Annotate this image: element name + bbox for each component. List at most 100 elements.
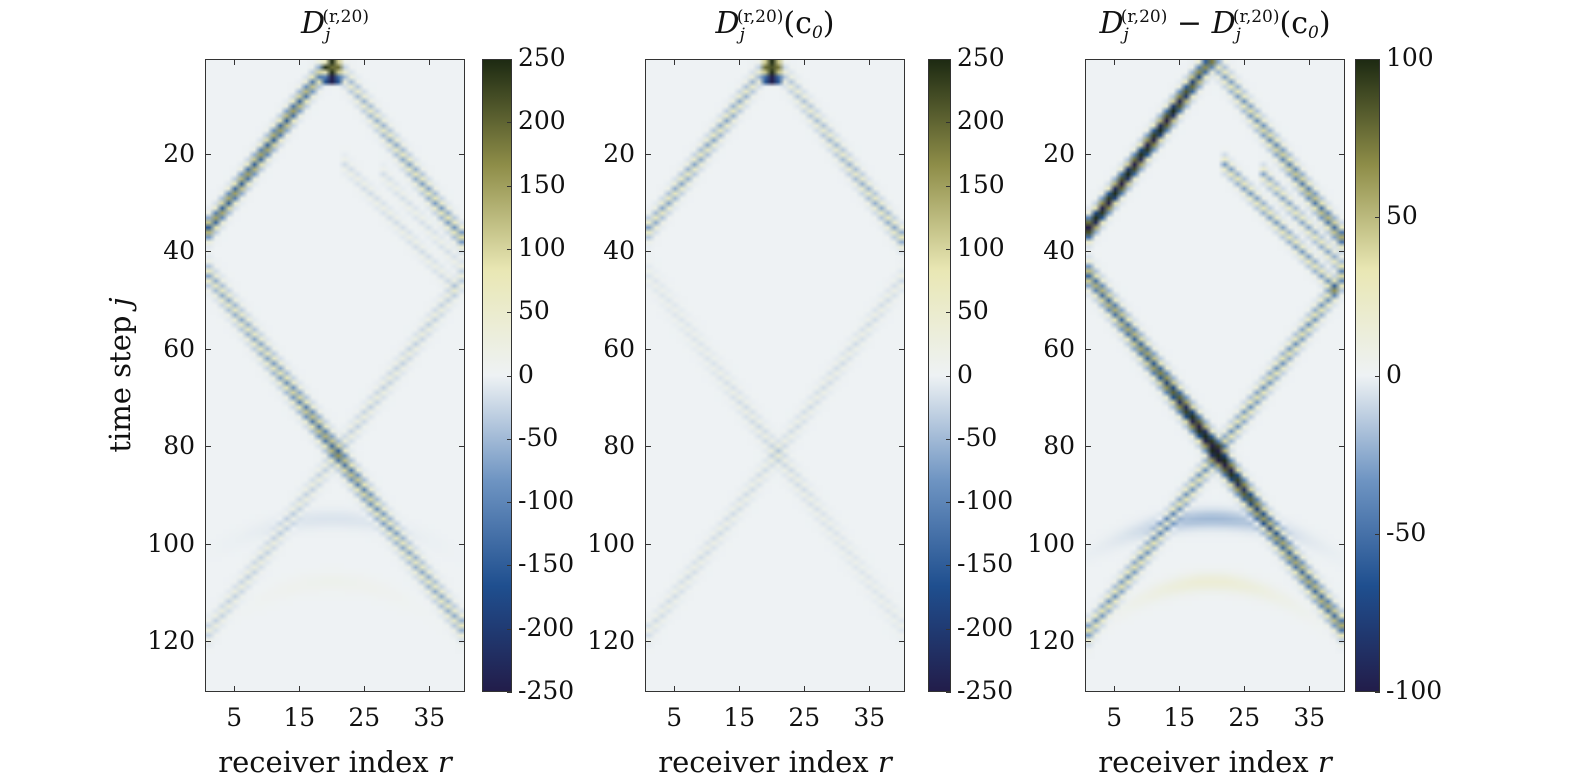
xlabel-text: receiver index: [658, 745, 869, 779]
y-tick-mark: [645, 446, 651, 448]
x-tick-label: 5: [666, 703, 683, 732]
colorbar-tick-label: -50: [1386, 517, 1427, 547]
y-tick-mark: [899, 543, 905, 545]
x-tick-label: 5: [226, 703, 243, 732]
colorbar-tick: [507, 375, 512, 377]
colorbar-tick: [507, 692, 512, 693]
x-tick-mark: [1114, 686, 1116, 692]
y-tick-mark: [459, 446, 465, 448]
colorbar-tick-label: 0: [518, 359, 534, 389]
y-tick-mark: [1339, 640, 1345, 642]
colorbar-tick: [1375, 217, 1380, 219]
x-tick-mark: [1309, 686, 1311, 692]
heatmap-canvas: [646, 60, 904, 691]
x-tick-mark: [869, 686, 871, 692]
colorbar-tick-label: 50: [957, 296, 989, 326]
xlabel-var: r: [877, 745, 892, 779]
colorbar-tick: [946, 438, 951, 440]
title-minus: −: [1176, 6, 1203, 41]
y-tick-mark: [459, 348, 465, 350]
colorbar-tick: [507, 59, 512, 60]
colorbar-tick: [507, 312, 512, 314]
colorbar-tick: [946, 312, 951, 314]
x-tick-mark: [234, 59, 236, 65]
colorbar-tick: [507, 185, 512, 187]
colorbar-tick-label: -100: [518, 486, 575, 516]
x-tick-label: 35: [413, 703, 446, 732]
y-tick-mark: [205, 446, 211, 448]
y-tick-label: 120: [587, 625, 635, 655]
y-tick-label: 60: [603, 333, 635, 363]
x-tick-label: 15: [283, 703, 316, 732]
xlabel-var: r: [437, 745, 452, 779]
title-main: D: [715, 6, 740, 41]
colorbar-tick-label: -250: [957, 676, 1014, 705]
colorbar-tick: [1375, 533, 1380, 535]
colorbar-tick: [946, 122, 951, 124]
xlabel-var: r: [1317, 745, 1332, 779]
y-tick-label: 80: [1043, 431, 1075, 461]
xlabel-text: receiver index: [218, 745, 429, 779]
y-tick-mark: [1339, 251, 1345, 253]
x-tick-mark: [804, 59, 806, 65]
y-tick-mark: [205, 640, 211, 642]
colorbar-tick-label: -100: [957, 486, 1014, 516]
heatmap-axes: [645, 59, 905, 692]
y-tick-label: 40: [603, 236, 635, 266]
colorbar-tick-label: -200: [957, 612, 1014, 642]
colorbar-tick-label: 50: [518, 296, 550, 326]
colorbar-tick: [946, 248, 951, 250]
colorbar-tick-label: 0: [957, 359, 973, 389]
colorbar-tick: [946, 692, 951, 693]
y-tick-mark: [1085, 348, 1091, 350]
x-tick-mark: [1244, 686, 1246, 692]
xlabel: receiver index r: [658, 745, 891, 779]
y-tick-mark: [1339, 543, 1345, 545]
x-tick-mark: [1309, 59, 1311, 65]
title-main: D: [1099, 6, 1124, 41]
x-tick-mark: [1114, 59, 1116, 65]
colorbar-tick-label: 50: [1386, 201, 1418, 231]
y-tick-mark: [1085, 640, 1091, 642]
y-tick-mark: [899, 348, 905, 350]
colorbar-tick: [946, 565, 951, 567]
colorbar-tick-label: -150: [957, 549, 1014, 579]
x-tick-label: 35: [853, 703, 886, 732]
y-tick-label: 60: [1043, 333, 1075, 363]
y-tick-mark: [1085, 251, 1091, 253]
colorbar-tick: [1375, 59, 1380, 60]
y-tick-mark: [899, 640, 905, 642]
colorbar-tick: [946, 628, 951, 630]
y-tick-mark: [645, 348, 651, 350]
y-tick-label: 20: [163, 138, 195, 168]
title-suffix-sub: 0: [811, 23, 823, 43]
title-main: D: [301, 6, 326, 41]
x-tick-mark: [739, 59, 741, 65]
colorbar-tick-label: 150: [518, 169, 566, 199]
colorbar-tick-label: 100: [518, 232, 566, 262]
y-tick-mark: [645, 251, 651, 253]
title-suffix: (c: [1279, 6, 1309, 41]
colorbar-tick-label: 0: [1386, 359, 1402, 389]
y-tick-mark: [899, 153, 905, 155]
colorbar-tick-label: 150: [957, 169, 1005, 199]
y-tick-mark: [899, 446, 905, 448]
xlabel-text: receiver index: [1098, 745, 1309, 779]
y-tick-mark: [899, 251, 905, 253]
x-tick-mark: [364, 59, 366, 65]
colorbar-tick-label: -50: [518, 422, 559, 452]
colorbar-tick: [507, 122, 512, 124]
x-tick-label: 35: [1293, 703, 1326, 732]
title-suffix-end: ): [1318, 6, 1331, 41]
x-tick-mark: [299, 686, 301, 692]
y-tick-mark: [459, 543, 465, 545]
x-tick-mark: [1179, 59, 1181, 65]
x-tick-label: 25: [788, 703, 821, 732]
colorbar-tick-label: 200: [957, 106, 1005, 136]
y-tick-label: 60: [163, 333, 195, 363]
x-tick-mark: [739, 686, 741, 692]
colorbar-tick-label: 250: [518, 43, 566, 72]
panel-title: Dj(r,20) − Dj(r,20)(c0): [1099, 6, 1330, 45]
y-tick-mark: [205, 153, 211, 155]
y-tick-mark: [1339, 446, 1345, 448]
